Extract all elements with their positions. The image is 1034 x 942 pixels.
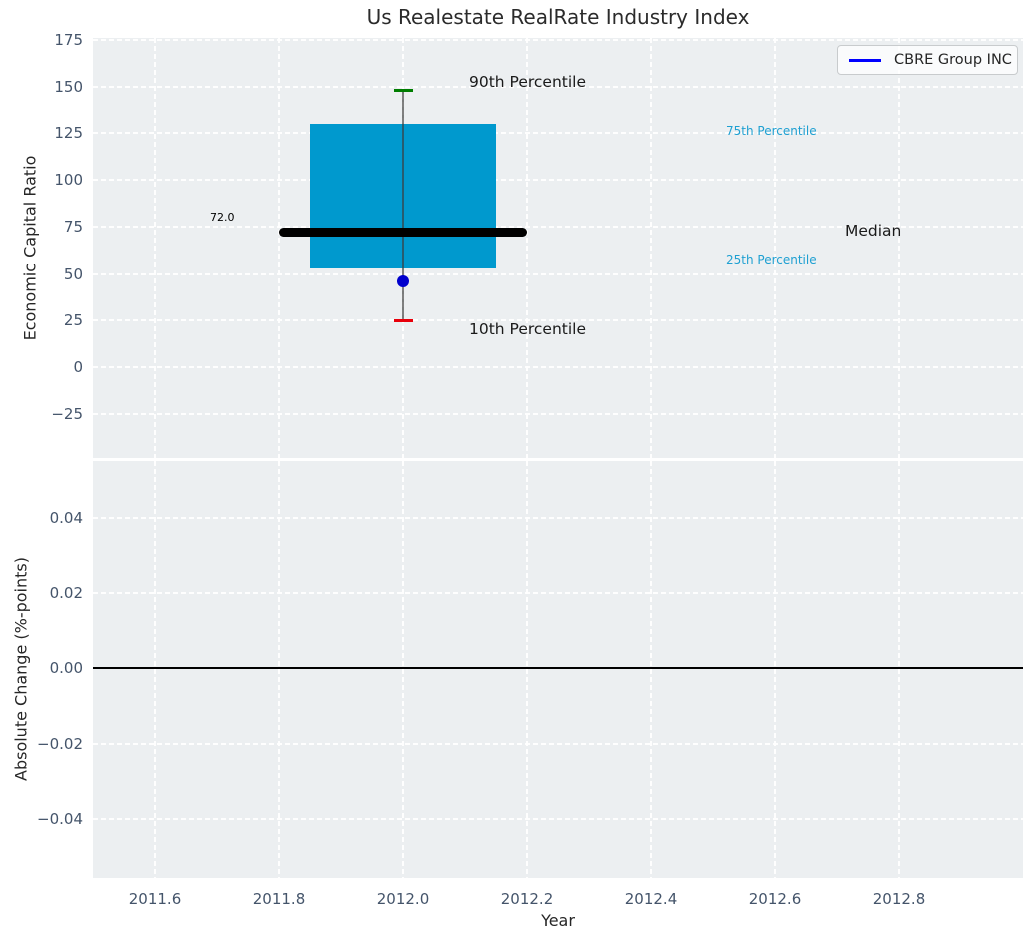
gridline-vertical (402, 461, 404, 878)
annotation-median: Median (845, 221, 901, 241)
gridline-horizontal (93, 818, 1023, 820)
annotation-10th-percentile: 10th Percentile (469, 319, 586, 339)
y-tick-label: 25 (3, 311, 83, 329)
whisker-cap-90th (394, 89, 413, 92)
annotation-25th-percentile: 25th Percentile (726, 253, 817, 267)
y-tick-label: −0.02 (3, 735, 83, 753)
gridline-horizontal (93, 179, 1023, 181)
y-tick-label: 125 (3, 124, 83, 142)
x-tick-label: 2011.6 (110, 890, 200, 908)
gridline-vertical (650, 461, 652, 878)
legend-label: CBRE Group INC (894, 52, 1012, 68)
company-point (397, 275, 409, 287)
x-tick-label: 2012.8 (854, 890, 944, 908)
y-tick-label: 0 (3, 358, 83, 376)
figure: Us Realestate RealRate Industry Index 90… (0, 0, 1034, 942)
axes-bottom-absolute-change (93, 461, 1023, 878)
gridline-horizontal (93, 39, 1023, 41)
gridline-vertical (898, 38, 900, 458)
annotation-median-value: 72.0 (210, 211, 235, 225)
y-tick-label: 100 (3, 171, 83, 189)
gridline-vertical (526, 38, 528, 458)
whisker-cap-10th (394, 319, 413, 322)
annotation-90th-percentile: 90th Percentile (469, 72, 586, 92)
y-tick-label: 0.04 (3, 509, 83, 527)
y-tick-label: −0.04 (3, 810, 83, 828)
y-tick-label: −25 (3, 405, 83, 423)
x-tick-label: 2012.2 (482, 890, 572, 908)
x-tick-label: 2011.8 (234, 890, 324, 908)
gridline-vertical (154, 461, 156, 878)
x-tick-label: 2012.4 (606, 890, 696, 908)
gridline-horizontal (93, 132, 1023, 134)
gridline-vertical (278, 461, 280, 878)
y-tick-label: 175 (3, 31, 83, 49)
gridline-horizontal (93, 592, 1023, 594)
gridline-vertical (154, 38, 156, 458)
gridline-horizontal (93, 413, 1023, 415)
gridline-horizontal (93, 273, 1023, 275)
chart-title: Us Realestate RealRate Industry Index (93, 5, 1023, 29)
gridline-vertical (774, 38, 776, 458)
gridline-vertical (650, 38, 652, 458)
annotation-75th-percentile: 75th Percentile (726, 124, 817, 138)
y-tick-label: 50 (3, 265, 83, 283)
legend-line-swatch (849, 59, 881, 62)
gridline-vertical (774, 461, 776, 878)
x-tick-label: 2012.0 (358, 890, 448, 908)
gridline-vertical (526, 461, 528, 878)
gridline-horizontal (93, 366, 1023, 368)
median-line (279, 228, 527, 237)
axes-top-economic-capital-ratio: 90th Percentile 10th Percentile 75th Per… (93, 38, 1023, 458)
y-tick-label: 150 (3, 78, 83, 96)
y-tick-label: 75 (3, 218, 83, 236)
x-axis-label: Year (93, 911, 1023, 930)
gridline-vertical (898, 461, 900, 878)
gridline-vertical (278, 38, 280, 458)
gridline-horizontal (93, 517, 1023, 519)
x-tick-label: 2012.6 (730, 890, 820, 908)
legend: CBRE Group INC (837, 45, 1018, 75)
y-tick-label: 0.00 (3, 659, 83, 677)
y-tick-label: 0.02 (3, 584, 83, 602)
zero-line (93, 667, 1023, 669)
gridline-horizontal (93, 743, 1023, 745)
